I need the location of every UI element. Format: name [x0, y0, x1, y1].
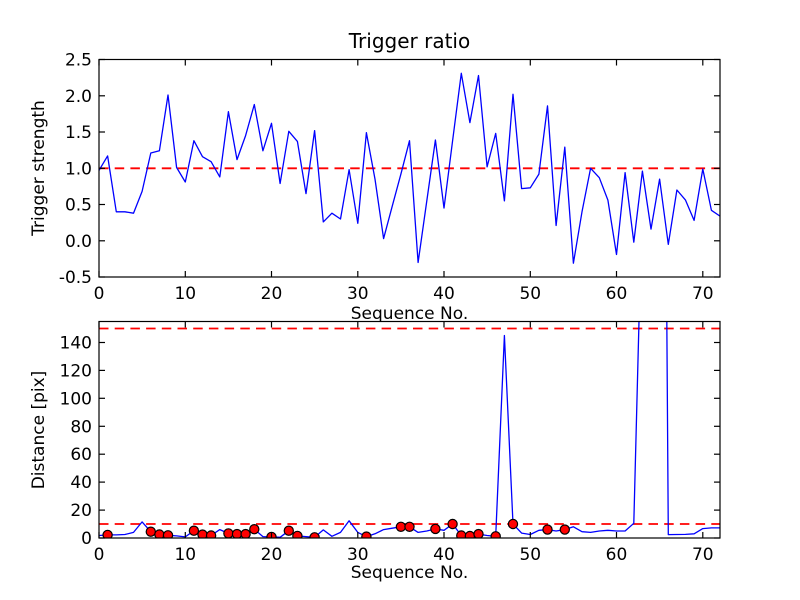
trigger-marker: [473, 528, 484, 538]
x-tick-label: 20: [261, 284, 283, 304]
top-yaxis-label: Trigger strength: [29, 100, 49, 236]
trigger-marker: [395, 521, 407, 533]
y-tick-label: 1.0: [65, 159, 92, 179]
trigger-marker: [145, 526, 156, 537]
y-tick-label: 40: [70, 473, 92, 493]
x-tick-label: 0: [94, 545, 105, 565]
x-tick-label: 30: [347, 545, 369, 565]
bottom-yaxis-label: Distance [pix]: [29, 370, 49, 490]
x-tick-label: 0: [94, 284, 105, 304]
x-tick-label: 70: [692, 284, 714, 304]
trigger-marker: [542, 524, 553, 535]
y-tick-label: 80: [70, 417, 92, 437]
x-tick-label: 60: [606, 545, 628, 565]
y-tick-label: 100: [60, 389, 92, 409]
trigger-marker: [102, 529, 113, 538]
trigger-marker: [490, 531, 501, 538]
trigger-marker: [559, 524, 571, 535]
trigger-marker: [456, 530, 467, 538]
trigger-marker: [205, 530, 217, 538]
trigger-marker: [507, 518, 519, 530]
y-tick-label: -0.5: [59, 268, 92, 288]
y-tick-label: 2.5: [65, 51, 92, 71]
y-tick-label: 60: [70, 445, 92, 465]
x-tick-label: 30: [347, 284, 369, 304]
trigger-marker: [231, 528, 243, 538]
x-tick-label: 50: [519, 545, 541, 565]
y-tick-label: 0.5: [65, 196, 92, 216]
x-tick-label: 10: [174, 284, 196, 304]
y-tick-label: 0: [81, 529, 92, 549]
trigger-marker: [464, 530, 476, 538]
x-tick-label: 60: [606, 284, 628, 304]
x-tick-label: 50: [519, 284, 541, 304]
trigger-marker: [309, 532, 320, 538]
y-tick-label: 0.0: [65, 232, 92, 252]
y-tick-label: 120: [60, 361, 92, 381]
y-tick-label: 20: [70, 501, 92, 521]
y-tick-label: 140: [60, 334, 92, 354]
bottom-xaxis-label: Sequence No.: [350, 563, 469, 583]
trigger-marker: [404, 521, 415, 533]
trigger-marker: [223, 528, 234, 538]
data-line: [99, 72, 720, 264]
trigger-marker: [240, 528, 251, 538]
y-tick-label: 1.5: [65, 123, 92, 143]
trigger-marker: [361, 531, 372, 538]
trigger-marker: [188, 525, 200, 536]
x-tick-label: 40: [433, 284, 455, 304]
x-tick-label: 70: [692, 545, 714, 565]
x-tick-label: 10: [174, 545, 196, 565]
trigger-marker: [292, 530, 303, 538]
x-tick-label: 40: [433, 545, 455, 565]
y-tick-label: 2.0: [65, 87, 92, 107]
trigger-marker: [430, 523, 441, 535]
axes-background: [99, 321, 720, 538]
axes-frame: [98, 320, 721, 539]
top-xaxis-label: Sequence No.: [350, 304, 469, 324]
trigger-marker: [162, 530, 174, 538]
x-tick-label: 20: [261, 545, 283, 565]
trigger-marker: [447, 518, 458, 530]
trigger-marker: [249, 524, 260, 535]
axes-background: [99, 59, 720, 277]
trigger-marker: [283, 525, 294, 536]
chart-title: Trigger ratio: [348, 29, 471, 53]
